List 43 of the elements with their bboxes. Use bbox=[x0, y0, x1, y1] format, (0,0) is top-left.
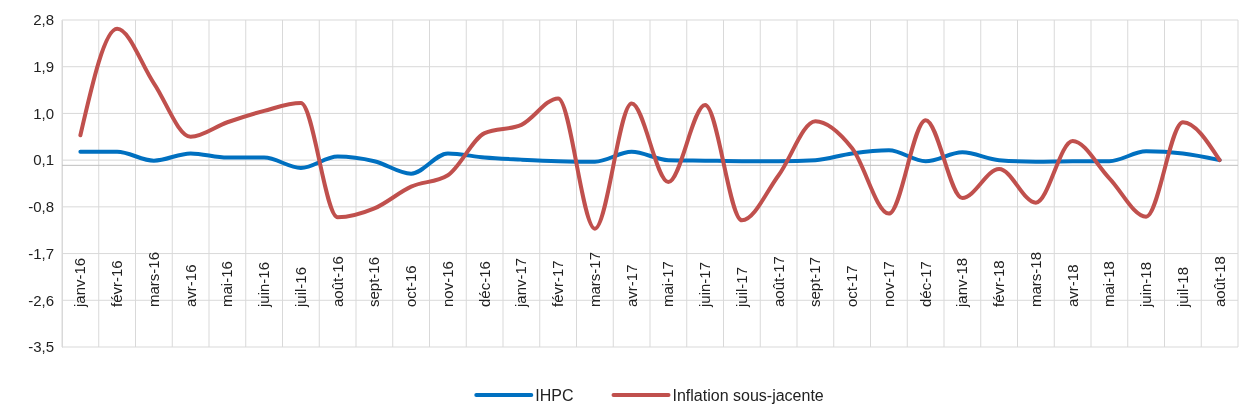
legend-label: Inflation sous-jacente bbox=[672, 387, 824, 404]
x-tick-label: févr-17 bbox=[549, 260, 567, 307]
x-tick-label: mai-16 bbox=[218, 261, 236, 307]
x-tick-label: mai-18 bbox=[1100, 261, 1118, 307]
y-tick-label: -1,7 bbox=[28, 244, 54, 262]
x-tick-label: déc-16 bbox=[475, 261, 493, 307]
x-tick-label: juin-17 bbox=[696, 261, 714, 308]
y-tick-label: -3,5 bbox=[28, 338, 54, 356]
x-tick-label: oct-16 bbox=[402, 265, 420, 307]
x-tick-label: juil-18 bbox=[1173, 266, 1191, 308]
x-tick-label: juin-18 bbox=[1137, 261, 1155, 308]
y-tick-label: -0,8 bbox=[28, 198, 54, 216]
x-tick-label: nov-17 bbox=[879, 261, 897, 307]
y-tick-label: 1,9 bbox=[33, 58, 54, 76]
x-tick-label: juil-16 bbox=[291, 266, 309, 308]
x-tick-label: mars-18 bbox=[1026, 251, 1044, 307]
x-tick-label: sept-16 bbox=[365, 256, 383, 307]
x-tick-label: mars-17 bbox=[585, 251, 603, 307]
y-tick-label: 0,1 bbox=[33, 151, 54, 169]
legend-label: IHPC bbox=[535, 387, 574, 404]
x-tick-label: avr-16 bbox=[181, 264, 199, 307]
line-series bbox=[78, 26, 1222, 231]
x-tick-label: févr-18 bbox=[990, 260, 1008, 307]
x-tick-label: août-16 bbox=[328, 256, 346, 307]
y-tick-label: 2,8 bbox=[33, 11, 54, 29]
x-tick-label: janv-18 bbox=[953, 257, 971, 308]
x-tick-label: juil-17 bbox=[732, 266, 750, 308]
x-tick-label: janv-16 bbox=[71, 257, 89, 308]
x-tick-label: janv-17 bbox=[512, 257, 530, 308]
x-tick-label: mai-17 bbox=[659, 261, 677, 307]
x-tick-label: déc-17 bbox=[916, 261, 934, 307]
x-tick-label: août-17 bbox=[769, 256, 787, 307]
x-tick-label: févr-16 bbox=[108, 260, 126, 307]
x-tick-label: oct-17 bbox=[843, 265, 861, 307]
x-tick-label: mars-16 bbox=[144, 251, 162, 307]
x-tick-label: nov-16 bbox=[438, 261, 456, 307]
x-tick-label: sept-17 bbox=[806, 256, 824, 307]
y-tick-label: 1,0 bbox=[33, 104, 54, 122]
x-tick-label: avr-17 bbox=[622, 264, 640, 307]
y-tick-label: -2,6 bbox=[28, 291, 54, 309]
x-tick-label: juin-16 bbox=[255, 261, 273, 308]
x-tick-label: avr-18 bbox=[1063, 264, 1081, 307]
x-tick-label: août-18 bbox=[1210, 256, 1228, 307]
